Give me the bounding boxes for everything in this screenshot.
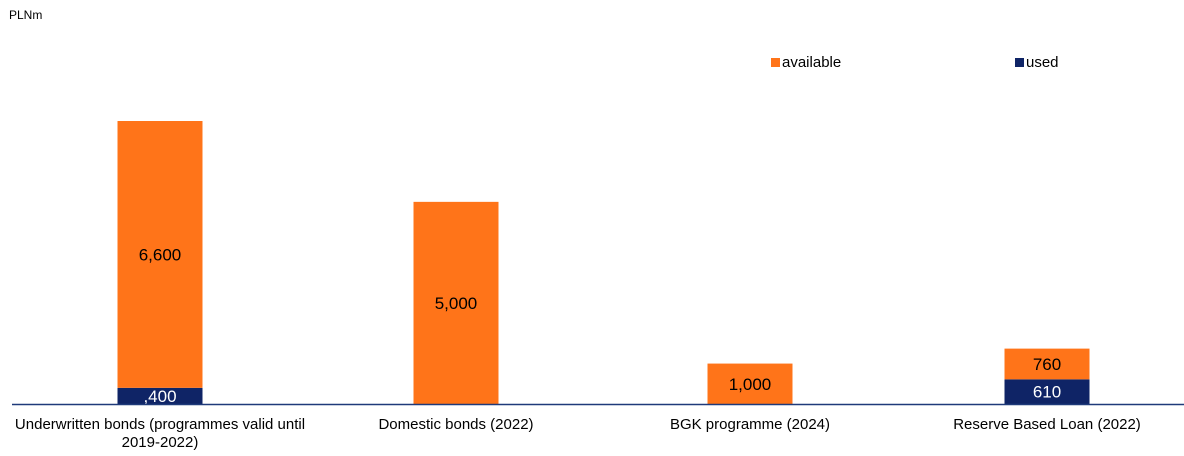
legend-item-used: used [1015,54,1059,71]
data-label-available-2: 1,000 [729,375,772,394]
data-label-available-0: 6,600 [139,245,182,264]
data-label-available-3: 760 [1033,355,1061,374]
bar-available-2 [707,363,793,404]
legend-swatch-used [1015,58,1024,67]
bar-available-0 [117,121,203,388]
data-label-available-1: 5,000 [435,294,478,313]
y-axis-unit-label: PLNm [9,8,43,22]
bar-used-0 [117,387,203,404]
legend-label-used: used [1026,54,1059,71]
data-label-used-3: 610 [1033,383,1061,402]
legend-label-available: available [782,54,842,71]
x-tick-label-1: Domestic bonds (2022) [378,416,534,433]
x-tick-label-0: Underwritten bonds (programmes valid unt… [14,416,306,451]
bar-available-3 [1004,348,1090,380]
bar-available-1 [413,201,499,404]
x-tick-label-2: BGK programme (2024) [669,416,831,433]
legend-item-available: available [771,54,841,71]
legend-swatch-available [771,58,780,67]
x-tick-label-3: Reserve Based Loan (2022) [953,416,1141,433]
data-label-used-0: ,400 [143,387,176,406]
bar-used-3 [1004,379,1090,404]
